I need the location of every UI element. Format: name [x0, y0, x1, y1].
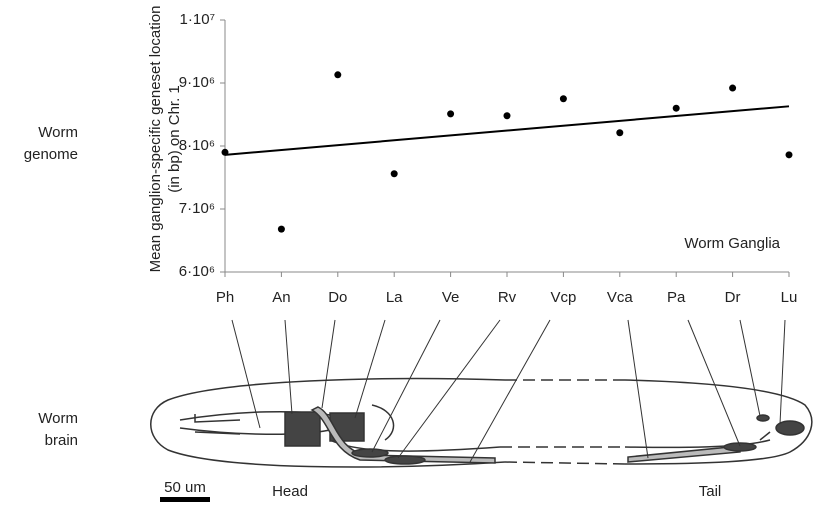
point — [672, 104, 680, 112]
brain-label: Worm brain — [38, 410, 78, 449]
y-tick-label: 9·10⁶ — [179, 74, 215, 91]
connector-lines — [231, 319, 786, 463]
tail-label: Tail — [699, 483, 722, 500]
head-label: Head — [272, 483, 308, 500]
y-tick-label: 1·10⁷ — [180, 11, 215, 28]
worm-diagram — [150, 377, 813, 468]
x-tick-label: La — [386, 289, 403, 306]
y-tick-label: 6·10⁶ — [179, 263, 215, 280]
x-tick-label: Vca — [607, 289, 634, 306]
genome-label: Worm genome — [23, 124, 78, 163]
scale-bar — [160, 497, 210, 502]
point — [785, 151, 793, 159]
point — [559, 95, 567, 103]
point — [503, 112, 511, 120]
x-tick-label: Rv — [498, 289, 517, 306]
x-tick-label: An — [272, 289, 290, 306]
y-tick-label: 7·10⁶ — [179, 200, 215, 217]
point — [729, 84, 737, 92]
x-tick-label: Vcp — [550, 289, 576, 306]
x-tick-label: Ph — [216, 289, 234, 306]
y-tick-label: 8·10⁶ — [179, 137, 215, 154]
x-tick-label: Ve — [442, 289, 460, 306]
x-tick-label: Dr — [725, 289, 741, 306]
x-tick-label: Pa — [667, 289, 686, 306]
x-tick-label: Do — [328, 289, 347, 306]
point — [390, 170, 398, 178]
point — [277, 225, 285, 233]
trend-line — [224, 105, 790, 156]
point — [616, 129, 624, 137]
point — [447, 110, 455, 118]
scale-label: 50 um — [164, 479, 206, 496]
point — [334, 71, 342, 79]
x-axis-label: Worm Ganglia — [684, 235, 780, 252]
x-tick-label: Lu — [781, 289, 798, 306]
